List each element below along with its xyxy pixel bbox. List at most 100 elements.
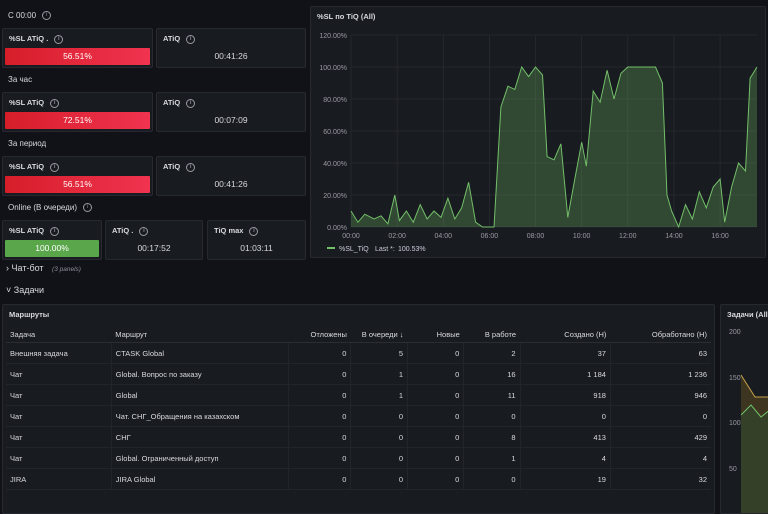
atiq-panel-hour[interactable]: ATiQ i 00:07:09 <box>156 92 306 132</box>
table-cell: 0 <box>407 468 464 490</box>
x-tick-label: 04:00 <box>435 233 453 240</box>
table-row[interactable]: Чат Global 0 1 0 11 918 946 <box>6 384 711 406</box>
info-icon[interactable]: i <box>186 162 196 172</box>
x-tick-label: 06:00 <box>481 233 499 240</box>
sl-value: 100.00% <box>35 243 69 253</box>
atiq-value: 00:07:09 <box>214 115 248 125</box>
tiq-max-panel-online[interactable]: TiQ max i 01:03:11 <box>207 220 306 260</box>
info-icon[interactable]: i <box>249 226 259 236</box>
info-icon[interactable]: i <box>42 11 52 21</box>
table-row[interactable]: Чат Global. Вопрос по заказу 0 1 0 16 1 184 1 2… <box>6 363 711 385</box>
info-icon[interactable]: i <box>139 226 149 236</box>
section-online: Online (В очереди) i <box>8 203 92 213</box>
table-cell: Чат <box>6 405 112 427</box>
column-header[interactable]: Задача <box>6 326 112 343</box>
panel-title-text: %SL ATiQ <box>9 162 45 171</box>
atiq-panel-period[interactable]: ATiQ i 00:41:26 <box>156 156 306 196</box>
table-cell: 8 <box>463 426 521 448</box>
panel-title: ATiQ i <box>163 98 196 108</box>
tasks-chart-title: Задачи (All <box>727 310 768 319</box>
table-cell: 918 <box>519 384 611 406</box>
sl-atiq-panel-since[interactable]: %SL ATiQ . i 56.51% <box>2 28 153 68</box>
tasks-chart-panel[interactable]: Задачи (All 200 150 100 50 <box>720 304 768 514</box>
x-tick-label: 08:00 <box>527 233 545 240</box>
table-cell: 0 <box>287 363 351 385</box>
sl-value-bar: 100.00% <box>5 240 99 257</box>
info-icon[interactable]: i <box>50 226 60 236</box>
table-cell: 11 <box>463 384 521 406</box>
table-cell: 1 184 <box>519 363 611 385</box>
y-tick-label: 40.00% <box>323 161 347 168</box>
x-tick-label: 10:00 <box>573 233 591 240</box>
table-row[interactable]: JIRA JIRA Global 0 0 0 0 19 32 <box>6 468 711 490</box>
table-cell: 4 <box>609 447 711 469</box>
table-cell: 429 <box>609 426 711 448</box>
sl-atiq-panel-hour[interactable]: %SL ATiQ i 72.51% <box>2 92 153 132</box>
sl-atiq-panel-period[interactable]: %SL ATiQ i 56.51% <box>2 156 153 196</box>
panel-title-text: %SL ATiQ <box>9 226 45 235</box>
panel-title: ATiQ i <box>163 34 196 44</box>
y-tick-label: 0.00% <box>327 225 347 232</box>
routes-title: Маршруты <box>9 310 50 319</box>
table-cell: Global. Вопрос по заказу <box>110 363 289 385</box>
atiq-value: 00:41:26 <box>214 179 248 189</box>
table-cell: 1 <box>350 384 408 406</box>
column-header[interactable]: Новые <box>407 326 464 343</box>
table-cell: 37 <box>519 342 611 364</box>
table-cell: 19 <box>519 468 611 490</box>
info-icon[interactable]: i <box>82 203 92 213</box>
table-row[interactable]: Чат СНГ 0 0 0 8 413 429 <box>6 426 711 448</box>
info-icon[interactable]: i <box>186 34 196 44</box>
series-line <box>350 65 758 229</box>
table-cell: 1 <box>463 447 521 469</box>
row-tasks[interactable]: ˅ Задачи <box>6 285 44 295</box>
sl-chart-panel[interactable]: %SL по TiQ (All) 0.00% 20.00% 40.00% 60.00%… <box>310 6 766 258</box>
table-cell: 16 <box>463 363 521 385</box>
table-cell: 0 <box>407 447 464 469</box>
panel-title-text: %SL ATiQ . <box>9 34 49 43</box>
panel-title-text: %SL ATiQ <box>9 98 45 107</box>
column-header[interactable]: Отложены <box>288 326 351 343</box>
x-tick-label: 16:00 <box>711 233 729 240</box>
info-icon[interactable]: i <box>50 98 60 108</box>
row-chat-bot[interactable]: › Чат-бот (3 panels) <box>6 263 81 273</box>
atiq-panel-since[interactable]: ATiQ i 00:41:26 <box>156 28 306 68</box>
table-cell: 0 <box>287 405 351 427</box>
tiq-max-value: 01:03:11 <box>240 243 273 253</box>
series-area <box>351 67 757 227</box>
row-panels-hint: (3 panels) <box>52 266 81 273</box>
column-header[interactable]: В работе <box>463 326 521 343</box>
table-row[interactable]: Чат Global. Ограниченный доступ 0 0 0 1 4 4 <box>6 447 711 469</box>
table-row[interactable]: Чат Чат. СНГ_Обращения на казахском 0 0 0 0 0 0 <box>6 405 711 427</box>
info-icon[interactable]: i <box>54 34 64 44</box>
routes-table: Задача Маршрут Отложены В очереди ↓ Новые В р… <box>6 326 711 490</box>
column-header[interactable]: Создано (Н) <box>520 326 611 343</box>
table-cell: 4 <box>519 447 611 469</box>
panel-title: TiQ max i <box>214 226 259 236</box>
column-header[interactable]: В очереди ↓ <box>350 326 408 343</box>
table-cell: Global. Ограниченный доступ <box>110 447 289 469</box>
y-tick-label: 200 <box>729 329 741 336</box>
info-icon[interactable]: i <box>50 162 60 172</box>
info-icon[interactable]: i <box>186 98 196 108</box>
chevron-down-icon: ˅ <box>6 285 12 295</box>
y-tick-label: 20.00% <box>323 193 347 200</box>
table-cell: Чат. СНГ_Обращения на казахском <box>110 405 289 427</box>
table-row[interactable]: Внешняя задача CTASK Global 0 5 0 2 37 63 <box>6 342 711 364</box>
row-title: Задачи <box>13 285 44 295</box>
column-header[interactable]: Маршрут <box>111 326 289 343</box>
atiq-panel-online[interactable]: ATiQ . i 00:17:52 <box>105 220 203 260</box>
panel-title-text: TiQ max <box>214 226 244 235</box>
panel-title: %SL ATiQ i <box>9 226 60 236</box>
table-cell: CTASK Global <box>110 342 289 364</box>
table-cell: 0 <box>463 468 521 490</box>
column-header[interactable]: Обработано (Н) <box>610 326 711 343</box>
table-cell: 0 <box>407 363 464 385</box>
y-tick-label: 120.00% <box>319 33 347 40</box>
table-cell: 946 <box>609 384 711 406</box>
sl-atiq-panel-online[interactable]: %SL ATiQ i 100.00% <box>2 220 102 260</box>
sl-value-bar: 56.51% <box>5 176 150 193</box>
y-tick-label: 80.00% <box>323 97 347 104</box>
chart-title: %SL по TiQ (All) <box>317 12 376 21</box>
table-cell: Чат <box>6 363 112 385</box>
